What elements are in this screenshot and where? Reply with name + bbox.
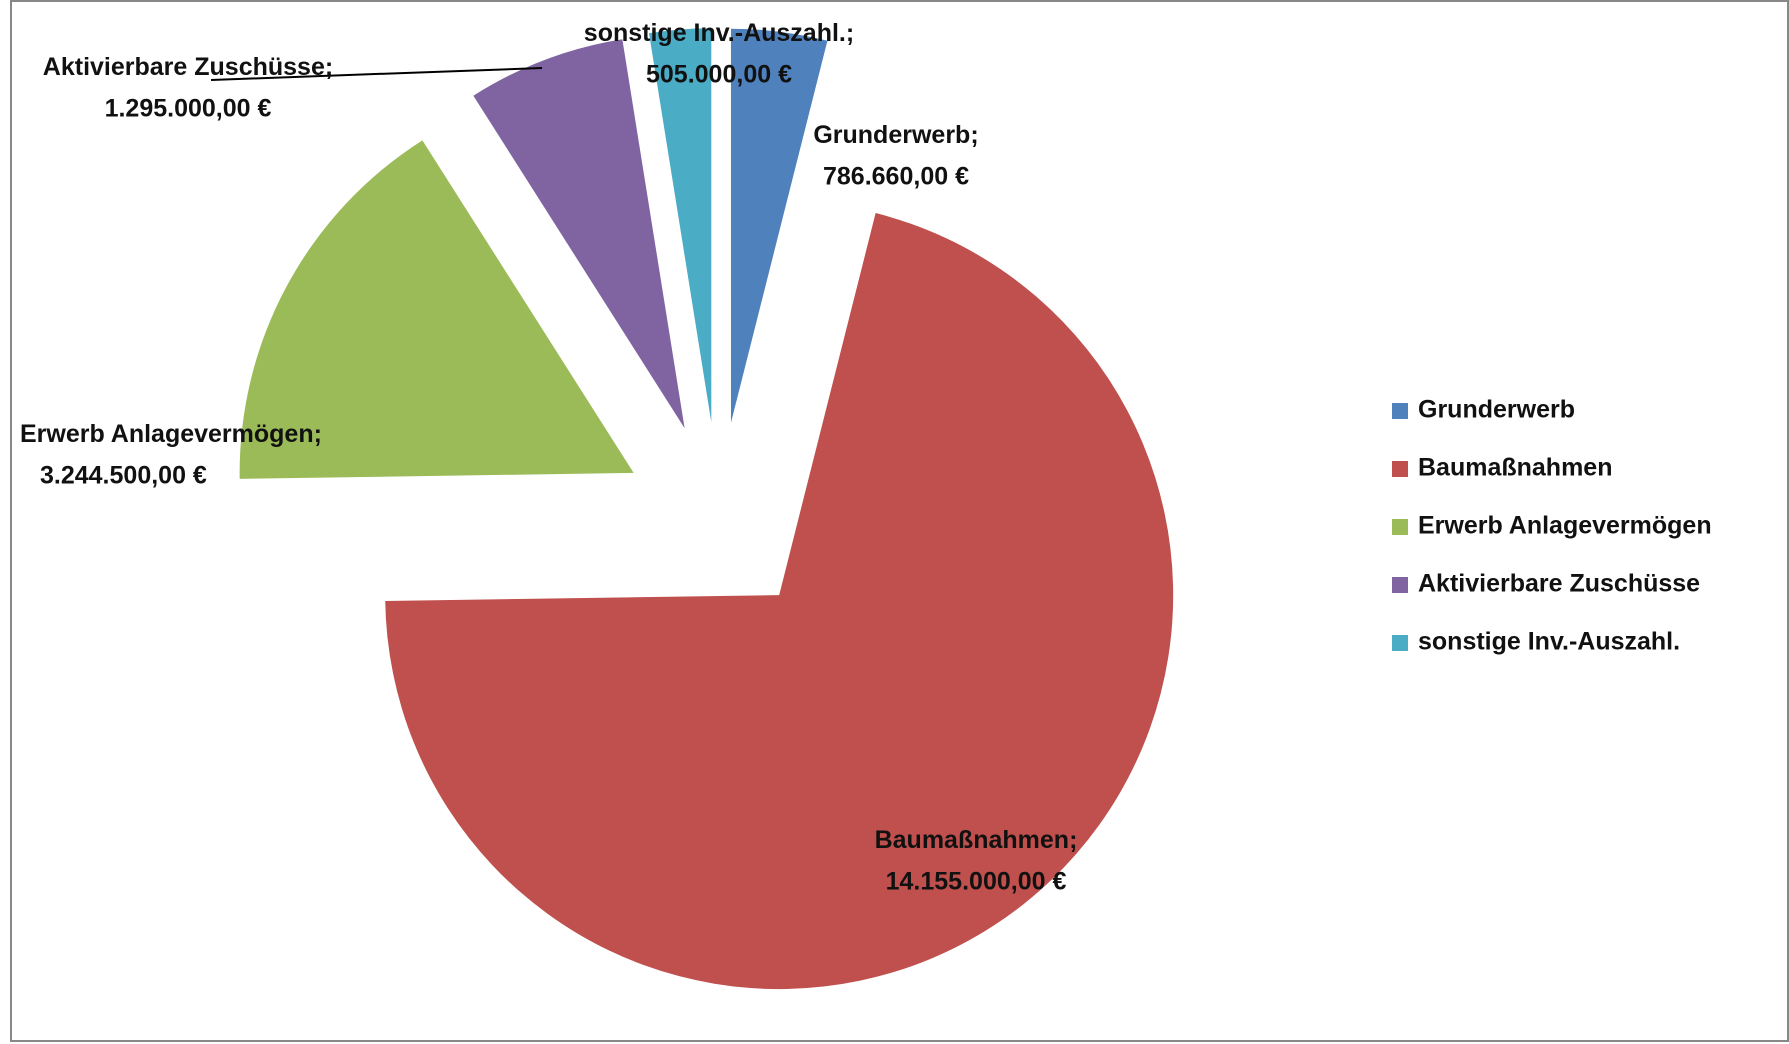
data-label-name: sonstige Inv.-Auszahl. — [584, 19, 846, 47]
legend-swatch — [1392, 635, 1408, 651]
legend-swatch — [1392, 461, 1408, 477]
data-label: Grunderwerb; — [813, 121, 978, 149]
data-label-name: Baumaßnahmen — [875, 826, 1069, 854]
legend-label: Grunderwerb — [1418, 396, 1575, 424]
legend-label: Aktivierbare Zuschüsse — [1418, 570, 1700, 598]
data-label-value: 505.000,00 € — [646, 61, 792, 89]
data-label-separator: ; — [970, 121, 978, 149]
data-label-value: 14.155.000,00 € — [886, 868, 1067, 896]
legend-label: Baumaßnahmen — [1418, 454, 1612, 482]
pie-slice — [649, 28, 712, 423]
legend-swatch — [1392, 403, 1408, 419]
legend-swatch — [1392, 577, 1408, 593]
data-label-name: Erwerb Anlagevermögen — [20, 420, 314, 448]
data-label-name: Grunderwerb — [813, 121, 970, 149]
data-label: sonstige Inv.-Auszahl.; — [584, 19, 854, 47]
pie-slice — [473, 39, 685, 429]
pie-slice — [385, 213, 1174, 990]
data-label: Aktivierbare Zuschüsse; — [43, 53, 333, 81]
legend-label: Erwerb Anlagevermögen — [1418, 512, 1712, 540]
data-label-value: 786.660,00 € — [823, 163, 969, 191]
pie-slice — [730, 28, 828, 423]
data-label-separator: ; — [846, 19, 854, 47]
data-label-separator: ; — [314, 420, 322, 448]
pie-slice — [239, 140, 634, 479]
data-label-name: Aktivierbare Zuschüsse — [43, 53, 325, 81]
data-label-separator: ; — [1069, 826, 1077, 854]
data-label-value: 3.244.500,00 € — [40, 462, 207, 490]
legend-swatch — [1392, 519, 1408, 535]
data-label-separator: ; — [325, 53, 333, 81]
data-label: Baumaßnahmen; — [875, 826, 1078, 854]
legend-label: sonstige Inv.-Auszahl. — [1418, 628, 1680, 656]
data-label-value: 1.295.000,00 € — [105, 95, 272, 123]
leader-line — [210, 67, 543, 81]
data-label: Erwerb Anlagevermögen; — [20, 420, 322, 448]
